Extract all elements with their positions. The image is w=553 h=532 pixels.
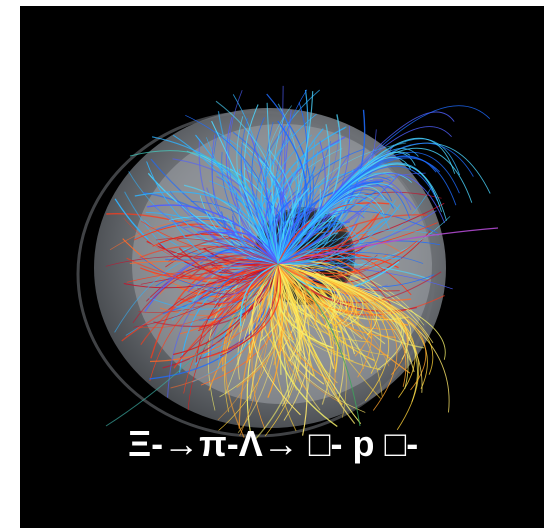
detector-event-image — [76, 85, 499, 441]
decay-chain-caption: Ξ-→π-Λ→ □- p □- — [128, 423, 419, 464]
event-display-panel: Ξ-→π-Λ→ □- p □- — [20, 6, 544, 528]
particle-tracks — [105, 85, 499, 441]
